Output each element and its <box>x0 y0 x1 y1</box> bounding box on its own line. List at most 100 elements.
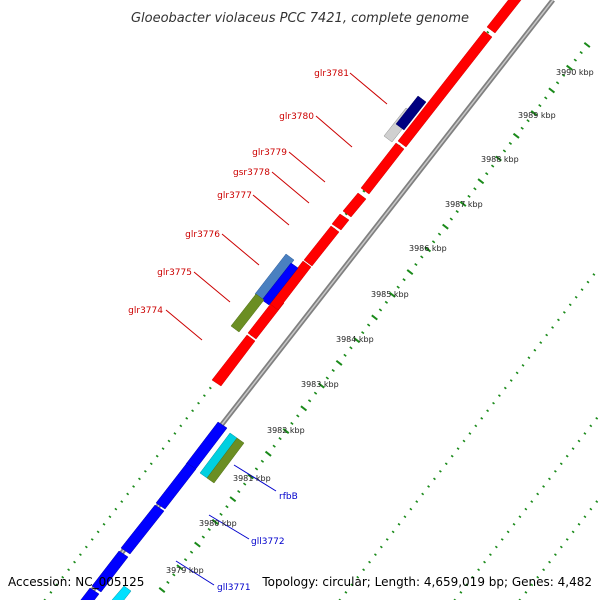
tick-mark <box>562 310 566 314</box>
gene-arrow-olive-reverse <box>206 437 245 484</box>
gene-label-glr3777: glr3777 <box>217 191 252 201</box>
tick-mark <box>402 278 406 282</box>
leader-glr3780 <box>315 115 353 148</box>
tick-mark <box>179 424 183 428</box>
tick-mark <box>197 401 200 405</box>
tick-mark <box>260 459 265 463</box>
tick-mark <box>565 454 569 458</box>
scale-label: 3989 kbp <box>518 111 556 120</box>
tick-mark <box>538 103 542 108</box>
tick-mark <box>595 416 599 420</box>
tick-mark <box>542 568 546 572</box>
leader-gll3771 <box>175 560 215 586</box>
tick-mark <box>512 132 520 139</box>
tick-mark <box>488 553 492 556</box>
tick-mark <box>307 399 312 403</box>
tick-mark <box>73 560 76 564</box>
tick-mark <box>551 326 554 329</box>
tick-mark <box>465 583 469 587</box>
tick-mark <box>114 507 118 511</box>
gene-arrow-upstream-1 <box>486 0 522 34</box>
tick-mark <box>467 194 471 198</box>
gene-label-glr3780: glr3780 <box>279 112 314 122</box>
gene-arrow-cyan-bottom <box>111 585 132 600</box>
tick-mark <box>530 500 534 503</box>
leader-gsr3778 <box>271 171 310 204</box>
tick-mark <box>384 300 389 304</box>
tick-mark <box>202 394 206 397</box>
tick-mark <box>362 568 366 572</box>
leader-glr3774 <box>165 309 203 341</box>
tick-mark <box>592 273 596 276</box>
tick-mark <box>331 368 335 373</box>
tick-mark <box>126 492 130 496</box>
tick-mark <box>55 583 59 587</box>
tick-mark <box>78 553 82 556</box>
tick-mark <box>424 246 432 253</box>
tick-mark <box>149 462 153 466</box>
tick-mark <box>512 522 516 526</box>
tick-mark <box>318 382 325 389</box>
gene-arrow-glr3777 <box>303 225 340 267</box>
tick-mark <box>539 341 543 345</box>
scale-label: 3985 kbp <box>371 290 409 299</box>
tick-mark <box>172 573 176 577</box>
map-title: Gloeobacter violaceus PCC 7421, complete… <box>131 11 469 26</box>
gene-arrow-olive-forward <box>230 293 265 333</box>
tick-mark <box>208 386 212 390</box>
tick-mark <box>486 409 490 413</box>
tick-mark <box>420 255 424 259</box>
genome-info-text: Topology: circular; Length: 4,659,019 bp… <box>261 575 592 589</box>
tick-mark <box>500 538 504 541</box>
tick-mark <box>391 530 395 534</box>
tick-mark <box>272 444 276 448</box>
tick-mark <box>497 394 501 397</box>
tick-mark <box>120 500 124 503</box>
tick-mark <box>143 469 147 473</box>
gene-label-glr3775: glr3775 <box>157 268 192 278</box>
tick-mark <box>225 505 229 509</box>
gene-arrow-reverse-2 <box>155 462 197 510</box>
tick-mark <box>414 262 418 267</box>
tick-mark <box>325 376 329 380</box>
tick-mark <box>486 30 490 34</box>
tick-mark <box>185 416 189 420</box>
tick-mark <box>344 212 348 216</box>
scale-label: 3980 kbp <box>199 519 237 528</box>
tick-mark <box>589 424 593 428</box>
scale-label: 3986 kbp <box>409 244 447 253</box>
tick-mark <box>300 405 308 412</box>
tick-mark <box>278 437 282 441</box>
tick-mark <box>459 201 467 207</box>
tick-mark <box>229 496 237 503</box>
gene-label-glr3779: glr3779 <box>252 148 287 158</box>
tick-mark <box>509 379 513 382</box>
scale-label: 3982 kbp <box>267 426 305 435</box>
tick-mark <box>191 409 195 413</box>
tick-mark <box>553 553 557 556</box>
tick-mark <box>211 518 219 525</box>
tick-mark <box>90 538 94 541</box>
tick-mark <box>167 439 171 443</box>
tick-mark <box>102 522 106 526</box>
tick-mark <box>502 149 507 153</box>
tick-mark <box>219 512 223 516</box>
tick-mark <box>349 346 353 350</box>
tick-mark <box>574 295 578 299</box>
tick-mark <box>403 515 407 519</box>
tick-mark <box>566 64 573 71</box>
leader-glr3775 <box>193 271 231 303</box>
tick-mark <box>548 560 551 564</box>
tick-mark <box>471 575 475 579</box>
leader-glr3777 <box>252 194 290 226</box>
scale-label: 3979 kbp <box>166 566 204 575</box>
tick-mark <box>456 447 460 450</box>
tick-mark <box>577 439 581 443</box>
tick-mark <box>427 485 431 488</box>
scale-label: 3984 kbp <box>336 335 374 344</box>
gene-arrow-glr3781 <box>397 30 493 148</box>
tick-mark <box>242 482 247 486</box>
gene-arrow-reverse-3 <box>120 504 165 555</box>
gene-label-glr3774: glr3774 <box>128 306 163 316</box>
